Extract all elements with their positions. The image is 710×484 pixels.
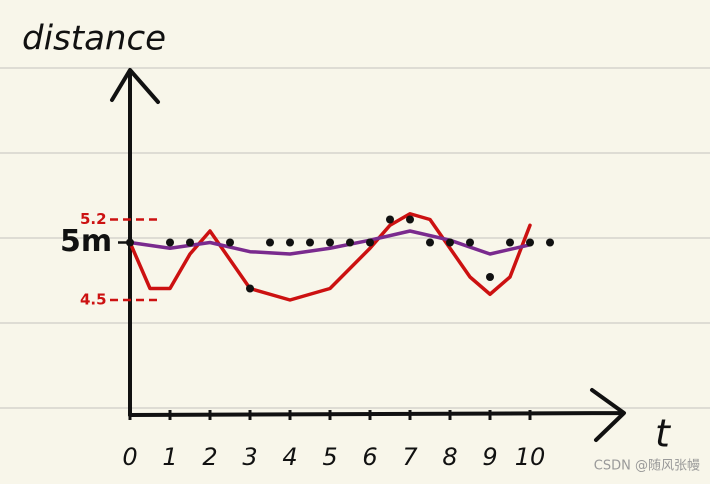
data-dot [446,238,454,247]
x-tick-label: 8 [442,443,457,471]
x-axis-label: t [655,412,672,456]
x-tick-label: 9 [482,443,497,471]
data-dot [266,238,274,247]
x-tick-label: 4 [282,443,297,471]
data-dot [426,238,434,247]
x-tick-label: 3 [242,443,257,471]
data-dot [386,215,394,224]
x-tick-label: 7 [402,443,418,471]
y-tick-label: 4.5 [80,291,107,309]
data-dot [346,238,354,247]
x-tick-label: 1 [162,443,177,471]
y-tick-label: 5.2 [80,210,107,228]
data-dot [526,238,534,247]
data-dot [326,238,334,247]
data-dot [246,284,254,293]
data-dot [406,215,414,224]
y-axis-label: distance [22,19,166,59]
data-dot [486,273,494,281]
data-dot [506,238,514,247]
data-dot [306,238,314,247]
x-tick-label: 2 [202,443,217,471]
data-dot [166,238,174,247]
data-dot [226,238,234,247]
data-dot [126,238,134,247]
data-dot [366,238,374,247]
x-tick-label: 5 [322,443,337,471]
data-dot [186,238,194,247]
data-dot [466,238,474,247]
data-dot [286,238,294,247]
watermark: CSDN @随风张幔 [594,459,700,474]
paper-lines [0,67,710,409]
data-dot [546,238,554,247]
x-tick-label: 10 [515,443,546,471]
x-axis [128,388,626,442]
y-tick-label: 5m [60,224,112,259]
x-tick-label: 6 [362,443,377,471]
x-tick-label: 0 [122,443,137,471]
data-line [128,229,532,256]
data-line [128,212,532,302]
